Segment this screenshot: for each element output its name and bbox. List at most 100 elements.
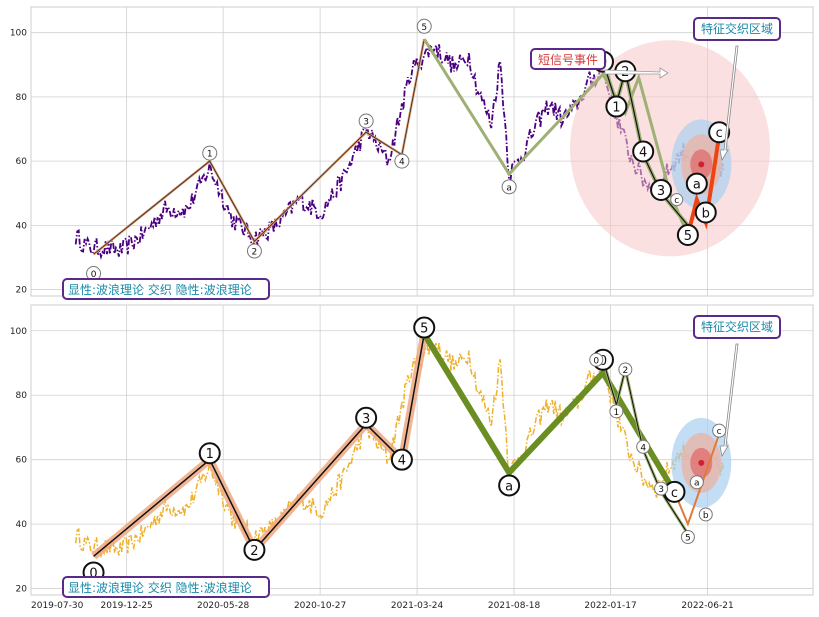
wave-marker-big-circle	[243, 538, 266, 561]
wave-marker-big-label: 5	[684, 229, 692, 244]
wave-marker-small-circle	[501, 179, 517, 195]
x-tick-label: 2020-05-28	[197, 601, 250, 611]
signal-arrow	[604, 67, 669, 79]
wave-marker-small-label: 3	[658, 485, 664, 495]
zone-arrow-bottom	[719, 343, 739, 458]
legend-box-bottom	[62, 576, 270, 598]
wave-marker-small-label: 4	[640, 443, 646, 453]
x-tick-label: 2019-07-30	[31, 601, 84, 611]
legend-text-top: 显性:波浪理论 交织 隐性:波浪理论	[68, 282, 252, 297]
wave-marker-big-label: 3	[657, 184, 665, 199]
legend-box-top	[62, 278, 270, 300]
wave-marker-big-label: c	[671, 486, 678, 501]
wave-marker-big-circle	[498, 474, 521, 497]
wave-marker-small-label: b	[703, 511, 709, 521]
zone-label-top: 特征交织区域	[701, 21, 773, 36]
wave-marker-small-label: 1	[207, 150, 213, 160]
x-tick-label: 2022-01-17	[584, 601, 636, 611]
wave-marker-big-circle	[413, 316, 436, 339]
wave-marker-small-circle	[698, 507, 713, 522]
wave-marker-small-circle	[654, 481, 669, 496]
wave-marker-small-label: 2	[622, 366, 628, 376]
wave-marker-small-circle	[589, 352, 604, 367]
wave-marker-small-circle	[609, 404, 624, 419]
abc-wave	[673, 433, 721, 527]
wave-marker-small-label: 2	[252, 248, 258, 258]
wave-marker-big-label: b	[702, 207, 710, 222]
wave-marker-big-label: 2	[250, 544, 258, 559]
wave-marker-big-label: 0	[89, 566, 97, 581]
wave-marker-big-circle	[650, 179, 673, 202]
wave-marker-small-circle	[358, 113, 374, 129]
y-tick-label: 60	[16, 456, 28, 466]
wave-marker-big-label: 1	[612, 101, 620, 116]
wave-marker-big-label: a	[505, 479, 513, 494]
y-tick-label: 40	[16, 520, 28, 530]
signal-box	[530, 48, 606, 70]
wave-marker-big-label: 1	[206, 447, 214, 462]
price-series	[74, 340, 725, 559]
y-tick-label: 100	[10, 29, 27, 39]
wave-marker-big-circle	[632, 140, 655, 163]
wave-marker-big-label: 4	[398, 454, 406, 469]
y-tick-label: 80	[16, 391, 28, 401]
y-tick-label: 20	[16, 286, 28, 296]
hidden-wave	[602, 359, 689, 535]
signal-label: 短信号事件	[538, 53, 598, 67]
zone-box-bottom	[693, 315, 781, 339]
wave-marker-small-circle	[670, 193, 684, 207]
x-tick-label: 2020-10-27	[294, 601, 346, 611]
wave-marker-small-label: a	[506, 183, 512, 193]
x-tick-label: 2021-03-24	[391, 601, 444, 611]
wave-marker-big-circle	[708, 121, 731, 144]
feature-zone-center	[698, 161, 705, 168]
wave-marker-small-circle	[680, 530, 695, 544]
zone-arrow-top	[719, 45, 739, 162]
wave-marker-small-circle	[202, 145, 218, 161]
wave-marker-big-circle	[390, 448, 413, 471]
wave-marker-big-label: 4	[639, 146, 647, 161]
wave-marker-big-circle	[685, 172, 708, 195]
wave-marker-small-circle	[636, 439, 651, 454]
wave-marker-big-circle	[605, 95, 628, 118]
wave-marker-small-label: c	[674, 196, 679, 206]
legend-text-bottom: 显性:波浪理论 交织 隐性:波浪理论	[68, 580, 252, 595]
wave-marker-big-label: a	[693, 178, 701, 193]
wave-marker-small-label: 0	[91, 270, 97, 280]
wave-marker-small-circle	[689, 475, 704, 490]
zone-label-bottom: 特征交织区域	[701, 319, 773, 334]
y-tick-label: 40	[16, 221, 28, 231]
wave-marker-small-label: c	[717, 427, 722, 437]
wave-marker-small-label: a	[694, 479, 700, 489]
x-tick-label: 2022-06-21	[681, 601, 733, 611]
x-tick-label: 2021-08-18	[488, 601, 541, 611]
wave-marker-big-circle	[198, 442, 221, 465]
wave-marker-big-label: 3	[362, 412, 370, 427]
explicit-wave	[93, 333, 425, 557]
wave-marker-small-circle	[618, 362, 633, 377]
feature-zone-center	[698, 459, 705, 466]
explicit-wave	[93, 39, 425, 255]
wave-marker-small-label: 0	[593, 356, 599, 366]
y-tick-label: 20	[16, 585, 28, 595]
wave-marker-big-label: 5	[420, 322, 428, 337]
wave-marker-small-label: 1	[614, 408, 620, 418]
wave-marker-big-label: c	[716, 126, 723, 141]
wave-marker-small-label: 5	[685, 534, 691, 544]
wave-marker-small-circle	[416, 18, 432, 34]
wave-marker-small-circle	[246, 243, 262, 259]
y-tick-label: 80	[16, 93, 28, 103]
wave-marker-small-circle	[394, 153, 410, 169]
y-tick-label: 60	[16, 157, 28, 167]
y-tick-label: 100	[10, 327, 27, 337]
zone-box-top	[693, 17, 781, 41]
wave-marker-small-label: 4	[399, 158, 405, 168]
wave-marker-big-circle	[355, 406, 378, 429]
x-tick-label: 2019-12-25	[100, 601, 152, 611]
wave-marker-big-circle	[694, 201, 717, 224]
wave-marker-big-circle	[676, 223, 699, 246]
signal-zone	[570, 40, 771, 257]
wave-marker-small-label: 3	[363, 117, 369, 127]
